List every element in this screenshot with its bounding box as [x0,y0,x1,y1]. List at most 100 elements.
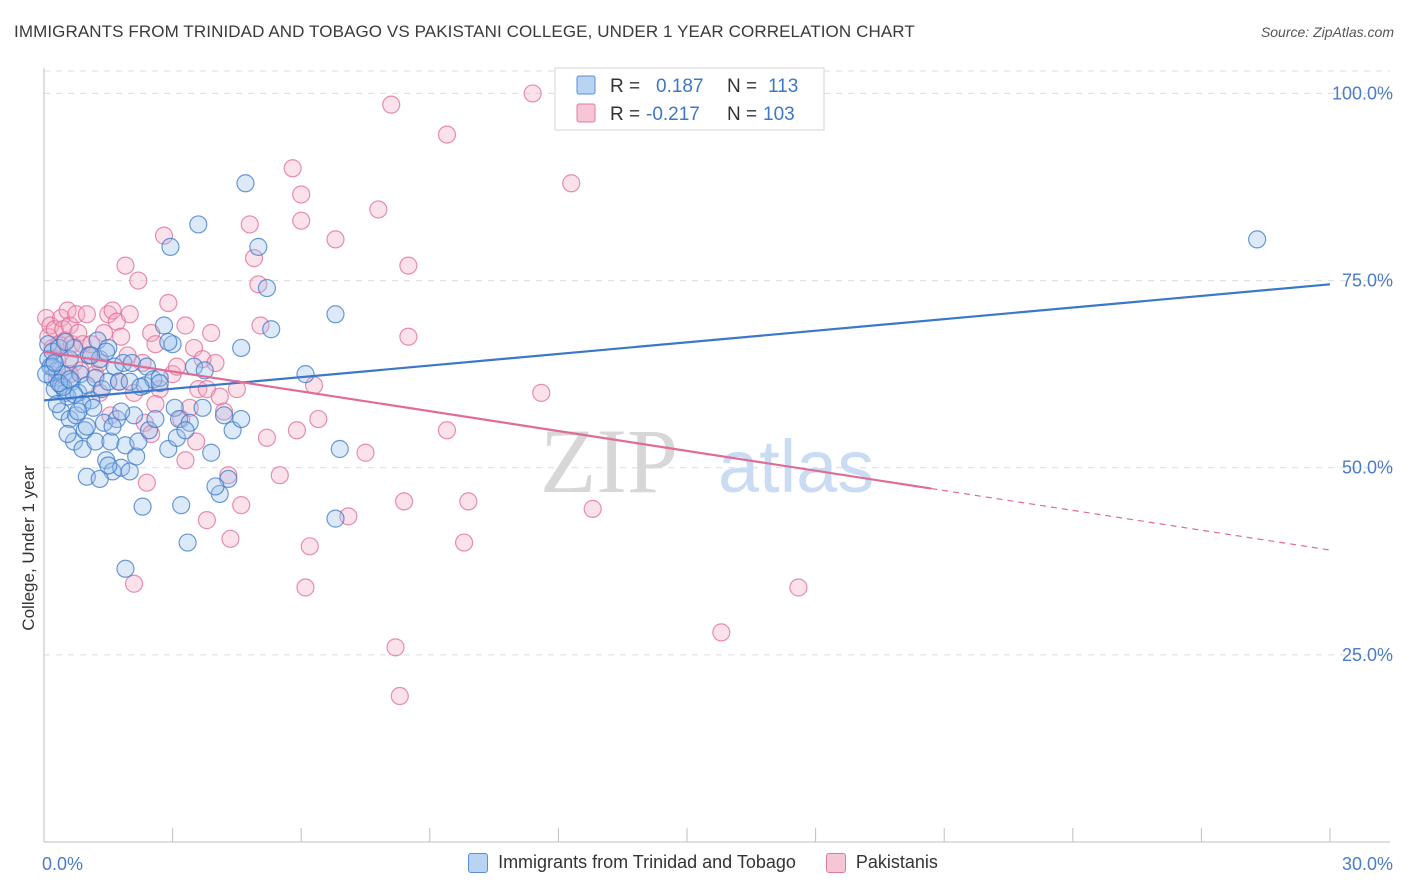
point-pakistanis [112,327,131,346]
point-trinidad [326,305,345,324]
x-tick-label: 30.0% [1342,854,1393,874]
point-trinidad [77,417,96,436]
point-trinidad [139,421,159,440]
point-trinidad [330,439,349,459]
point-pakistanis [399,256,418,275]
point-trinidad [129,432,148,451]
point-trinidad [109,372,129,391]
point-trinidad [202,443,221,462]
point-pakistanis [244,249,264,268]
point-trinidad [176,421,195,440]
point-trinidad [1248,230,1267,249]
legend-item-pakistanis: Pakistanis [825,852,938,873]
point-pakistanis [454,533,474,552]
trend-line-pakistanis-extension [931,487,1331,551]
point-trinidad [161,237,180,256]
point-trinidad [49,374,69,393]
point-pakistanis [283,159,302,178]
point-trinidad [150,374,169,393]
point-trinidad [103,417,122,436]
trend-lines [43,283,1331,551]
point-pakistanis [210,387,229,406]
source-label: Source: ZipAtlas.com [1260,24,1394,40]
legend-n-value-1: 113 [768,76,798,97]
point-pakistanis [67,305,86,324]
point-pakistanis [129,271,148,290]
point-pakistanis [369,200,388,219]
point-trinidad [189,215,208,234]
series-pakistanis-points [37,84,808,706]
series-trinidad-points [37,174,1267,578]
point-trinidad [92,380,111,399]
point-pakistanis [583,499,602,518]
point-trinidad [262,320,281,339]
point-pakistanis [180,398,199,417]
point-pakistanis [789,578,808,597]
chart-title: IMMIGRANTS FROM TRINIDAD AND TOBAGO VS P… [14,22,915,41]
point-trinidad [122,353,141,373]
point-pakistanis [523,84,542,103]
legend-swatch-trinidad [468,852,489,873]
point-pakistanis [326,230,345,249]
y-tick-label: 25.0% [1342,645,1393,665]
point-pakistanis [159,293,178,313]
legend-swatch-pakistanis [825,852,846,873]
point-trinidad [133,497,152,516]
y-axis-label: College, Under 1 year [19,465,38,631]
y-tick-label: 75.0% [1342,271,1393,291]
point-trinidad [169,409,189,429]
y-tick-label: 50.0% [1342,458,1393,478]
point-pakistanis [257,428,277,447]
point-trinidad [257,278,277,298]
watermark-atlas: atlas [718,425,874,508]
trend-line-trinidad [43,283,1331,402]
point-trinidad [206,477,225,496]
point-pakistanis [399,327,418,346]
point-trinidad [99,456,118,475]
legend-item-trinidad: Immigrants from Trinidad and Tobago [468,852,796,873]
point-pakistanis [116,256,135,275]
point-trinidad [56,332,75,352]
watermark-zip: ZIP [540,410,678,512]
point-trinidad [45,353,64,373]
legend-n-label-2: N = [727,104,757,125]
point-trinidad [97,342,116,361]
legend-r-value-2: -0.217 [646,104,700,125]
point-pakistanis [103,301,122,320]
point-pakistanis [94,323,114,343]
point-trinidad [82,346,101,365]
point-trinidad [101,432,120,451]
tick-labels: 25.0% 50.0% 75.0% 100.0% 0.0% 30.0% [42,83,1393,874]
point-trinidad [249,237,268,256]
correlation-legend: R = 0.187 N = 113 R = -0.217 N = 103 [554,67,825,131]
point-pakistanis [39,327,58,346]
point-trinidad [193,398,212,417]
point-trinidad [58,424,77,444]
point-trinidad [296,365,315,384]
point-trinidad [326,509,345,528]
point-pakistanis [712,623,731,642]
point-pakistanis [562,174,581,193]
point-trinidad [99,372,118,391]
legend-n-value-2: 103 [763,104,795,125]
point-trinidad [71,365,90,384]
point-trinidad [172,496,191,515]
legend-r-label-2: R = [610,104,640,125]
point-trinidad [69,402,88,421]
point-trinidad [127,447,146,466]
point-pakistanis [176,451,195,470]
point-trinidad [154,316,174,335]
point-pakistanis [300,537,319,556]
point-trinidad [178,533,197,552]
point-pakistanis [390,686,409,706]
point-trinidad [86,432,105,451]
legend-r-label-1: R = [610,76,640,97]
point-trinidad [165,398,184,417]
point-pakistanis [437,125,457,144]
point-trinidad [84,398,103,417]
point-pakistanis [146,394,165,414]
point-trinidad [112,402,131,421]
point-pakistanis [309,409,328,429]
point-pakistanis [77,305,96,324]
